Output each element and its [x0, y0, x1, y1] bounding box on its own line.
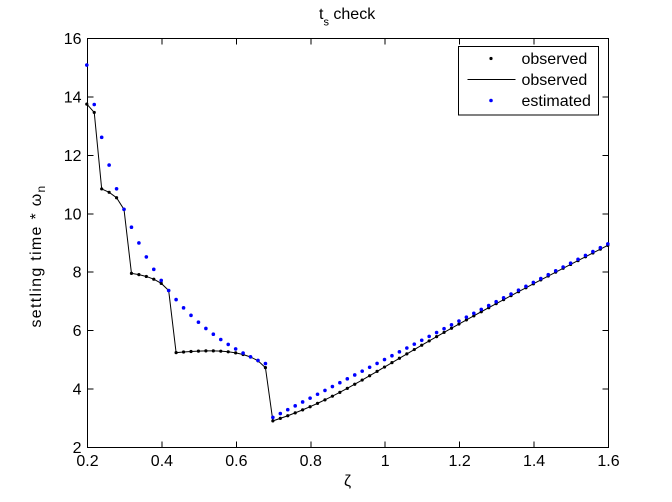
svg-text:1: 1: [381, 453, 390, 470]
svg-text:observed: observed: [522, 51, 588, 68]
svg-text:0.4: 0.4: [151, 453, 173, 470]
svg-text:observed: observed: [522, 72, 588, 89]
svg-text:estimated: estimated: [522, 93, 591, 110]
svg-text:0.6: 0.6: [225, 453, 247, 470]
svg-text:14: 14: [64, 89, 82, 106]
svg-text:settling time * ωn: settling time * ωn: [28, 184, 48, 327]
svg-text:16: 16: [64, 31, 82, 48]
svg-text:ζ: ζ: [344, 473, 351, 490]
svg-text:12: 12: [64, 148, 82, 165]
svg-text:4: 4: [73, 382, 82, 399]
svg-text:10: 10: [64, 206, 82, 223]
svg-text:1.6: 1.6: [597, 453, 619, 470]
svg-text:0.2: 0.2: [76, 453, 98, 470]
svg-text:0.8: 0.8: [300, 453, 322, 470]
svg-text:ts check: ts check: [319, 6, 376, 29]
svg-text:2: 2: [73, 440, 82, 457]
svg-text:1.2: 1.2: [449, 453, 471, 470]
svg-text:6: 6: [73, 323, 82, 340]
svg-text:1.4: 1.4: [523, 453, 545, 470]
svg-text:8: 8: [73, 265, 82, 282]
